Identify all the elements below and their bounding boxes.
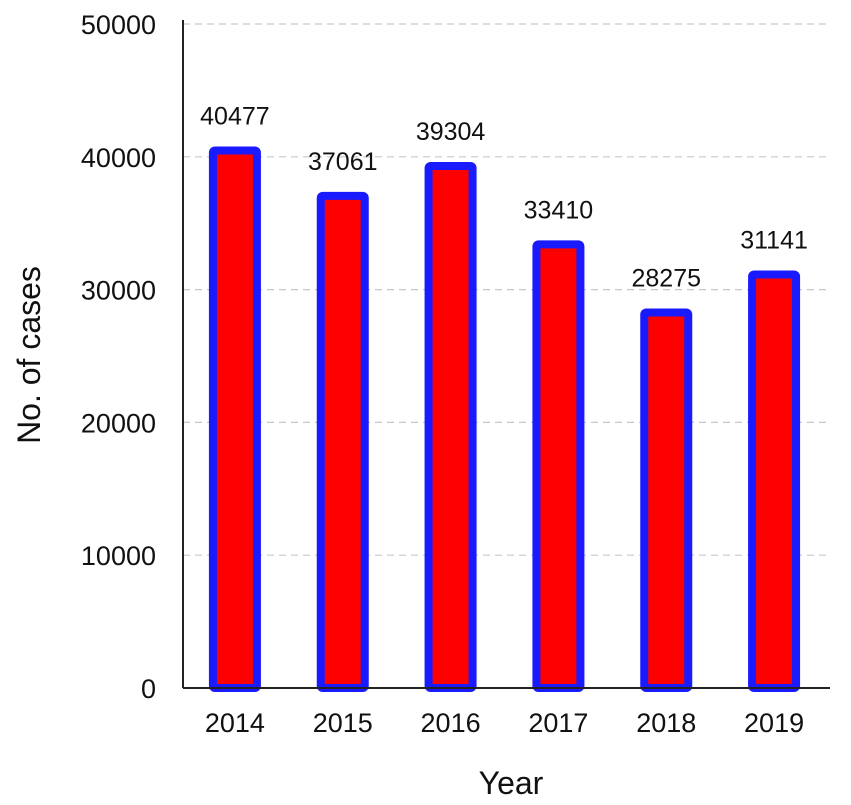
bar-2014: [208, 146, 261, 692]
data-labels: 40477 37061 39304 33410 28275 31141: [200, 102, 808, 292]
x-axis-title: Year: [479, 765, 544, 801]
data-label: 39304: [416, 118, 486, 146]
x-tick-label: 2015: [313, 708, 373, 738]
y-tick-label: 50000: [81, 10, 156, 40]
bar-2018: [640, 308, 693, 692]
x-tick-label: 2018: [636, 708, 696, 738]
y-tick-label: 0: [141, 674, 156, 704]
gridlines: [183, 23, 830, 556]
bar-2015: [316, 191, 369, 692]
y-axis-title: No. of cases: [11, 266, 47, 444]
axes: [182, 20, 830, 689]
bars: [208, 146, 801, 693]
bar-2017: [532, 240, 585, 693]
x-tick-label: 2016: [421, 708, 481, 738]
data-label: 28275: [631, 265, 701, 293]
x-tick-label: 2019: [744, 708, 804, 738]
data-label: 33410: [524, 196, 594, 224]
data-label: 40477: [200, 102, 270, 130]
bar-2019: [748, 270, 801, 692]
data-label: 37061: [308, 148, 378, 176]
x-tick-labels: 2014 2015 2016 2017 2018 2019: [205, 708, 804, 738]
bar-2016: [424, 162, 477, 692]
y-tick-labels: 0 10000 20000 30000 40000 50000: [81, 10, 156, 704]
y-tick-label: 10000: [81, 541, 156, 571]
x-tick-label: 2017: [528, 708, 588, 738]
y-tick-label: 30000: [81, 276, 156, 306]
data-label: 31141: [740, 226, 808, 254]
x-tick-label: 2014: [205, 708, 265, 738]
y-tick-label: 40000: [81, 143, 156, 173]
y-tick-label: 20000: [81, 408, 156, 438]
